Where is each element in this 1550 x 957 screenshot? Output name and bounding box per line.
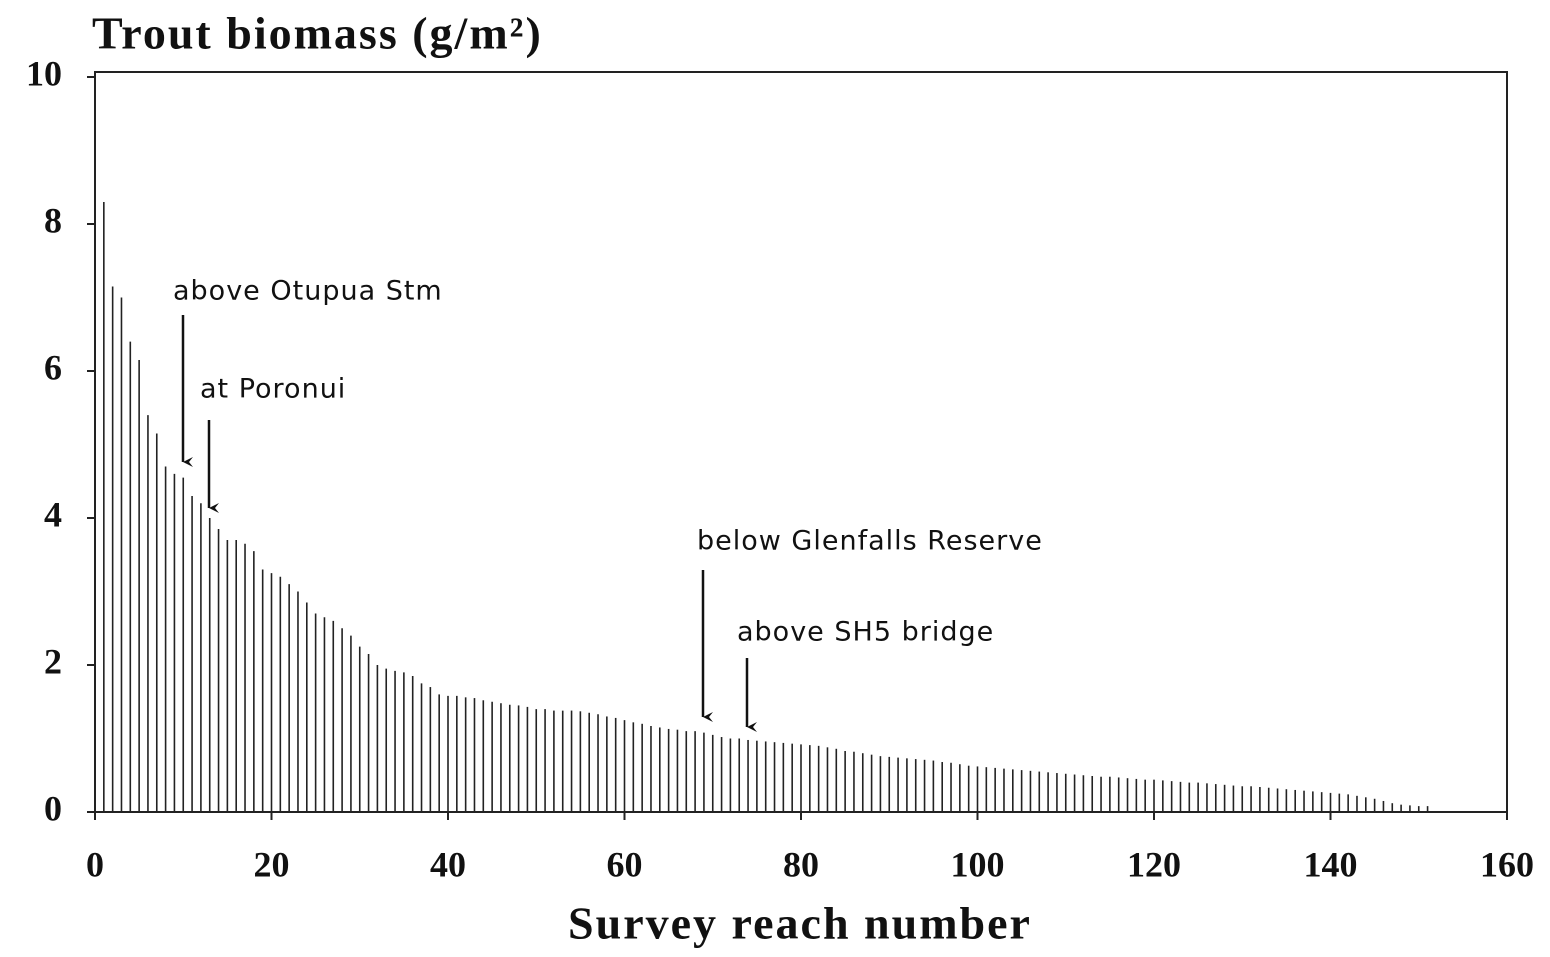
x-tick-label: 80 [783,844,819,884]
x-tick-label: 60 [607,844,643,884]
y-tick-label: 8 [44,200,62,240]
annotation: at Poronui [200,374,346,405]
x-tick-label: 120 [1127,844,1181,884]
x-tick-label: 100 [951,844,1005,884]
annotation: below Glenfalls Reserve [697,526,1043,557]
annotation: above Otupua Stm [173,276,443,307]
x-axis-label: Survey reach number [568,898,1032,949]
y-tick-label: 10 [26,53,62,93]
y-tick-label: 4 [44,494,62,534]
x-tick-label: 40 [430,844,466,884]
x-tick-label: 160 [1480,844,1534,884]
y-tick-label: 2 [44,641,62,681]
x-tick-label: 0 [86,844,104,884]
x-tick-label: 20 [254,844,290,884]
annotation: above SH5 bridge [737,617,994,648]
y-tick-label: 6 [44,347,62,387]
y-tick-label: 0 [44,788,62,828]
chart-title: Trout biomass (g/m²) [92,8,543,59]
x-tick-label: 140 [1304,844,1358,884]
